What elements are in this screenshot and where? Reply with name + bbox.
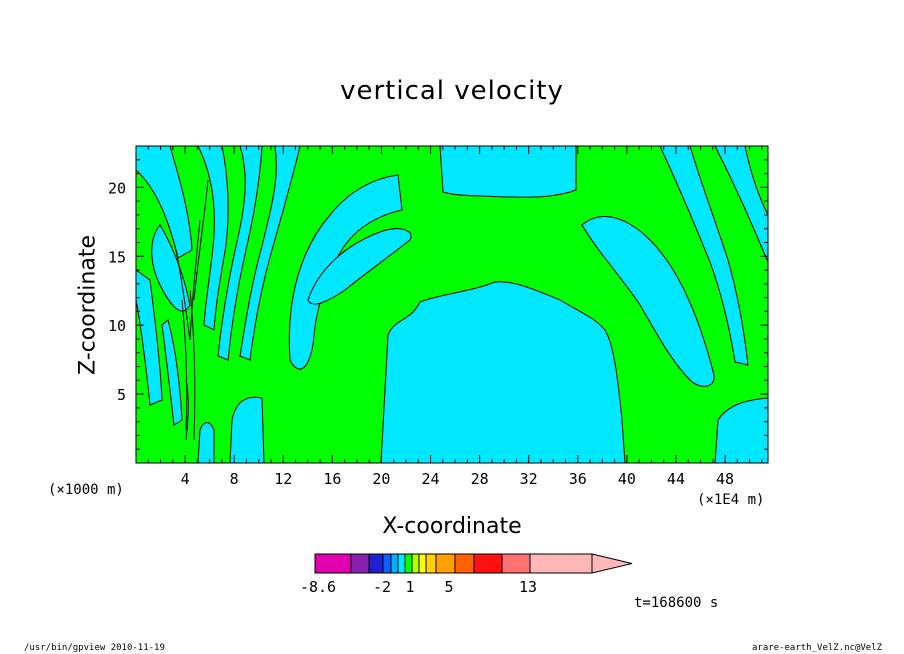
region-left-stripe-6 bbox=[136, 269, 163, 406]
region-left-stripe-5 bbox=[239, 146, 301, 361]
colorbar-segment bbox=[397, 553, 406, 574]
colorbar-segment bbox=[454, 553, 475, 574]
colorbar-segment bbox=[368, 553, 384, 574]
x-unit-label: (×1000 m) bbox=[48, 482, 124, 498]
x-tick-label: 36 bbox=[569, 470, 587, 488]
x-tick-label: 20 bbox=[372, 470, 390, 488]
region-right-stripe-1 bbox=[659, 146, 749, 366]
x-tick-label: 16 bbox=[323, 470, 341, 488]
region-top-center bbox=[439, 146, 577, 198]
region-central-dome bbox=[380, 281, 626, 463]
plot-frame bbox=[135, 145, 769, 464]
x-scale-note: (×1E4 m) bbox=[697, 492, 765, 508]
region-left-stripe-4 bbox=[217, 146, 263, 361]
y-tick-label: 20 bbox=[108, 179, 126, 197]
colorbar-segment bbox=[529, 553, 593, 574]
footer-right: arare-earth_VelZ.nc@VelZ bbox=[752, 643, 883, 653]
x-tick-label: 12 bbox=[274, 470, 292, 488]
region-left-wing bbox=[307, 228, 412, 305]
region-left-arc bbox=[288, 174, 403, 370]
colorbar-segment bbox=[314, 553, 352, 574]
colorbar-segment bbox=[435, 553, 456, 574]
y-axis-label: Z-coordinate bbox=[75, 235, 101, 375]
colorbar-arrow bbox=[591, 553, 633, 574]
colorbar-label: 1 bbox=[405, 578, 414, 596]
time-label: t=168600 s bbox=[634, 595, 719, 611]
x-tick-label: 4 bbox=[181, 470, 190, 488]
region-left-stripe-2 bbox=[151, 224, 191, 312]
region-left-stripe-3 bbox=[197, 146, 229, 331]
colorbar-label: 13 bbox=[519, 578, 537, 596]
x-tick-label: 8 bbox=[230, 470, 239, 488]
x-tick-label: 32 bbox=[520, 470, 538, 488]
colorbar-label: -2 bbox=[373, 578, 391, 596]
footer-left: /usr/bin/gpview 2010-11-19 bbox=[24, 643, 165, 653]
x-tick-label: 28 bbox=[471, 470, 489, 488]
colorbar-segment bbox=[473, 553, 503, 574]
colorbar-segment bbox=[404, 553, 413, 574]
region-left-bottom-2 bbox=[197, 422, 215, 463]
colorbar-segment bbox=[501, 553, 531, 574]
colorbar-segment bbox=[418, 553, 427, 574]
x-axis-label: X-coordinate bbox=[382, 514, 522, 539]
colorbar-segment bbox=[350, 553, 370, 574]
contour-lines bbox=[175, 179, 209, 441]
y-tick-label: 10 bbox=[108, 317, 126, 335]
colorbar-segment bbox=[390, 553, 399, 574]
region-right-arc bbox=[581, 216, 715, 387]
chart-title: vertical velocity bbox=[340, 76, 564, 106]
y-tick-label: 5 bbox=[117, 386, 126, 404]
x-tick-label: 40 bbox=[618, 470, 636, 488]
colorbar-segment bbox=[382, 553, 392, 574]
x-tick-label: 44 bbox=[667, 470, 685, 488]
colorbar-segment bbox=[425, 553, 437, 574]
y-tick-label: 15 bbox=[108, 248, 126, 266]
region-left-stripe-7 bbox=[161, 319, 183, 426]
colorbar-segment bbox=[411, 553, 420, 574]
x-tick-label: 48 bbox=[716, 470, 734, 488]
colorbar-label: 5 bbox=[444, 578, 453, 596]
region-left-stripe-1 bbox=[136, 146, 193, 259]
x-tick-label: 24 bbox=[421, 470, 439, 488]
colorbar-label: -8.6 bbox=[300, 578, 336, 596]
region-left-bottom bbox=[229, 396, 265, 463]
